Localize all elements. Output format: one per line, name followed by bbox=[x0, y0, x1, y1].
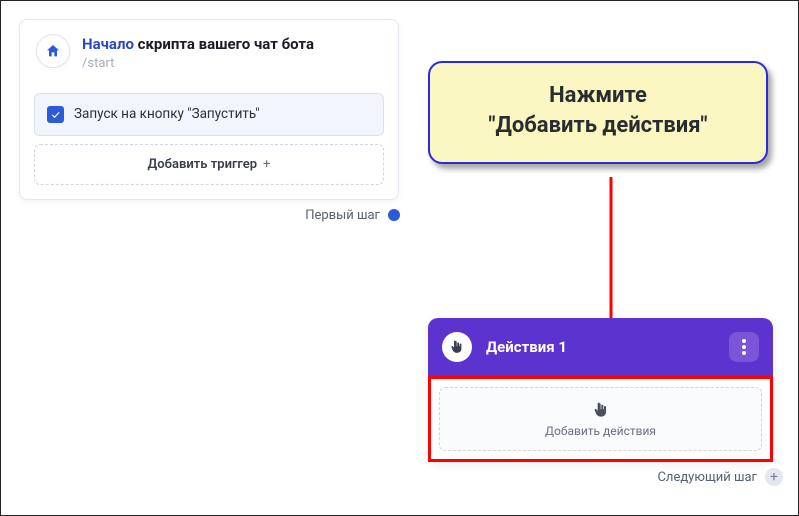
start-subtitle: /start bbox=[82, 56, 314, 73]
start-script-card: Начало скрипта вашего чат бота /start За… bbox=[19, 19, 399, 200]
pointer-hand-icon bbox=[442, 332, 472, 362]
add-trigger-button[interactable]: Добавить триггер + bbox=[34, 144, 384, 185]
instruction-callout: Нажмите "Добавить действия" bbox=[428, 61, 768, 164]
start-title-strong: Начало bbox=[82, 35, 134, 53]
next-step-label: Следующий шаг bbox=[657, 470, 757, 485]
home-icon bbox=[36, 34, 70, 68]
plus-icon: + bbox=[263, 157, 270, 172]
add-actions-button[interactable]: Добавить действия bbox=[439, 387, 762, 451]
actions-card: Действия 1 Добавить действия Следующий ш… bbox=[428, 318, 773, 462]
actions-menu-button[interactable] bbox=[729, 332, 759, 362]
first-step-port[interactable]: Первый шаг bbox=[305, 208, 400, 223]
checkbox-checked-icon[interactable] bbox=[47, 106, 64, 123]
first-step-label: Первый шаг bbox=[305, 208, 380, 223]
callout-line-2: "Добавить действия" bbox=[450, 111, 746, 141]
actions-body-highlighted: Добавить действия bbox=[428, 376, 773, 462]
connection-port-icon[interactable] bbox=[388, 209, 400, 221]
next-step-port[interactable]: Следующий шаг + bbox=[657, 468, 783, 486]
pointer-hand-icon bbox=[593, 402, 609, 418]
kebab-icon bbox=[742, 339, 746, 355]
callout-line-1: Нажмите bbox=[450, 81, 746, 111]
actions-title: Действия 1 bbox=[486, 338, 729, 356]
actions-card-header: Действия 1 bbox=[428, 318, 773, 376]
add-actions-label: Добавить действия bbox=[440, 424, 761, 438]
add-trigger-label: Добавить триггер bbox=[148, 157, 258, 172]
add-port-icon[interactable]: + bbox=[765, 468, 783, 486]
start-card-header: Начало скрипта вашего чат бота /start bbox=[20, 20, 398, 85]
trigger-item[interactable]: Запуск на кнопку "Запустить" bbox=[34, 93, 384, 136]
start-title-rest: скрипта вашего чат бота bbox=[134, 35, 314, 53]
trigger-label: Запуск на кнопку "Запустить" bbox=[74, 106, 260, 122]
